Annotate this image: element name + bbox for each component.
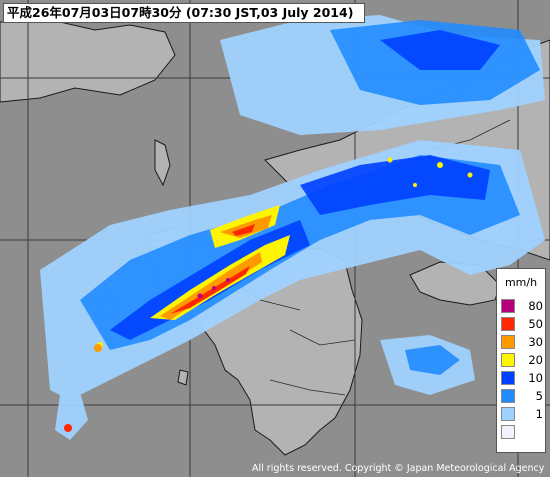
legend-row-5: 5 xyxy=(501,388,545,404)
legend-label-80: 80 xyxy=(528,299,543,313)
legend-row-0 xyxy=(501,424,545,440)
koshiki-islands xyxy=(177,369,189,386)
legend-swatch-0 xyxy=(501,425,515,439)
legend-swatch-5 xyxy=(501,389,515,403)
tsushima-island xyxy=(154,139,171,187)
legend-label-10: 10 xyxy=(528,371,543,385)
map-title: 平成26年07月03日07時30分 (07:30 JST,03 July 201… xyxy=(3,3,365,23)
legend-row-30: 30 xyxy=(501,334,545,350)
legend-label-1: 1 xyxy=(535,407,543,421)
legend-label-20: 20 xyxy=(528,353,543,367)
legend-row-50: 50 xyxy=(501,316,545,332)
legend-row-20: 20 xyxy=(501,352,545,368)
legend-swatch-10 xyxy=(501,371,515,385)
legend-row-80: 80 xyxy=(501,298,545,314)
legend-label-30: 30 xyxy=(528,335,543,349)
legend-swatch-30 xyxy=(501,335,515,349)
precipitation-legend: mm/h 80 50 30 20 10 5 1 xyxy=(496,268,546,453)
legend-row-10: 10 xyxy=(501,370,545,386)
legend-swatch-80 xyxy=(501,299,515,313)
legend-unit: mm/h xyxy=(504,276,538,289)
rain-violent xyxy=(197,278,230,299)
korean-peninsula xyxy=(0,21,176,103)
legend-label-5: 5 xyxy=(535,389,543,403)
legend-swatch-1 xyxy=(501,407,515,421)
rain-extreme xyxy=(64,224,255,432)
copyright-notice: All rights reserved. Copyright © Japan M… xyxy=(252,463,545,474)
legend-swatch-20 xyxy=(501,353,515,367)
legend-row-1: 1 xyxy=(501,406,545,422)
legend-label-50: 50 xyxy=(528,317,543,331)
legend-swatch-50 xyxy=(501,317,515,331)
